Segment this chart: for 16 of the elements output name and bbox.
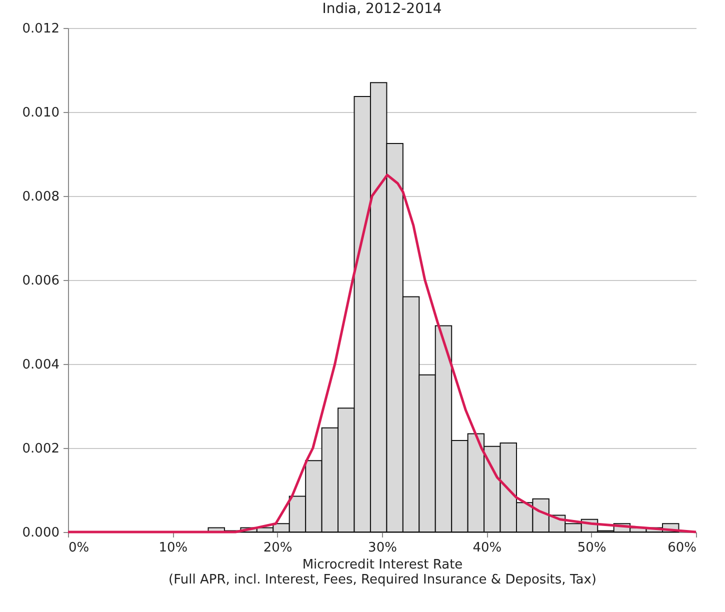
y-tick-label: 0.000 (22, 526, 60, 540)
y-tick-label: 0.004 (22, 358, 60, 372)
x-tick-label: 50% (577, 540, 606, 556)
x-tick-label: 0% (68, 540, 90, 556)
x-tick-label: 60% (668, 540, 696, 556)
x-tick-label: 20% (263, 540, 292, 556)
y-tick-label: 0.010 (22, 106, 60, 120)
x-tick-label: 40% (472, 540, 502, 556)
chart-title: India, 2012-2014 (322, 1, 442, 17)
y-tick-label: 0.002 (22, 442, 60, 456)
y-tick-label: 0.006 (22, 274, 60, 288)
x-tick-label: 10% (158, 540, 188, 556)
x-axis-title: Microcredit Interest Rate (Full APR, incl. Interest, Fees, Required Insurance & Deposits, Tax) (168, 558, 596, 588)
y-tick-label: 0.012 (22, 22, 60, 36)
y-tick-label: 0.008 (22, 190, 60, 204)
x-tick-label: 30% (368, 540, 397, 556)
